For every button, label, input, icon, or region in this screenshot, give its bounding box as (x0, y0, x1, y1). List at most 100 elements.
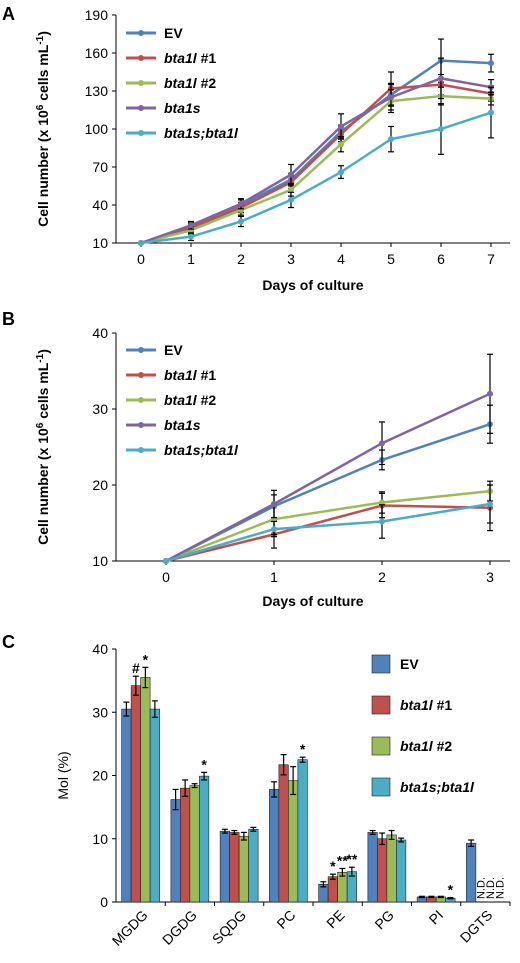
legend-label-suffix: #1 (433, 697, 453, 713)
data-point (238, 200, 244, 207)
bar (327, 876, 338, 903)
y-tick-label: 40 (92, 641, 108, 657)
legend-label-suffix: #2 (433, 738, 453, 754)
x-tick-label: 7 (487, 251, 495, 267)
series-bta1l_2 (163, 480, 493, 564)
data-point (271, 501, 277, 507)
bar (238, 835, 249, 903)
y-tick-label: 40 (92, 197, 108, 213)
y-axis-title-part: ) (35, 31, 51, 36)
x-tick-label: 3 (486, 569, 494, 585)
bar (130, 685, 141, 903)
legend-marker (138, 422, 144, 428)
bar (288, 780, 299, 903)
x-tick-label: DGDG (159, 907, 200, 948)
x-tick-label-group: PI (426, 907, 447, 928)
legend-label-main: EV (164, 25, 183, 41)
y-axis-title-part: Cell number (x 10 (35, 110, 51, 227)
significance-marker: * (330, 858, 336, 874)
bar (189, 785, 200, 903)
y-tick-label: 0 (100, 894, 108, 910)
y-tick-label: 20 (92, 477, 108, 493)
legend-marker (138, 130, 144, 136)
bar (337, 871, 348, 903)
data-point (388, 94, 394, 101)
y-axis-title-text: Cell number (x 106 cells mL-1) (35, 31, 52, 227)
x-tick-label: 2 (378, 569, 386, 585)
y-tick-label: 70 (92, 159, 108, 175)
legend-label-bta1s: bta1s (164, 100, 201, 116)
legend-label-main: EV (164, 342, 183, 358)
series-line (165, 502, 491, 563)
data-point (238, 218, 244, 225)
legend-label-bta1l_1: bta1l #1 (164, 50, 216, 66)
legend-label-main: bta1l (400, 697, 434, 713)
panel-letter: A (2, 4, 15, 24)
series-bta1s_bta1l (149, 700, 456, 903)
bar (278, 764, 289, 903)
legend-swatch (371, 654, 391, 674)
legend-label-main: bta1s (164, 100, 201, 116)
legend: EV bta1l #1 bta1l #2 bta1s bta1s;bta1l (126, 25, 239, 141)
x-tick-label: 6 (437, 251, 445, 267)
legend-label-EV: EV (400, 656, 419, 672)
x-tick-label: DGTS (457, 907, 496, 946)
data-point (379, 518, 385, 525)
legend-swatch (371, 736, 391, 756)
x-tick-label-group: PG (371, 907, 397, 933)
significance-marker: ** (346, 851, 357, 867)
series-bta1s_bta1l (163, 484, 493, 564)
x-tick-label-group: MGDG (109, 907, 151, 949)
legend-marker (138, 447, 144, 453)
y-tick-label: 30 (92, 704, 108, 720)
bar (297, 759, 308, 903)
series-bta1l_1 (130, 675, 437, 903)
x-tick-label: 0 (137, 251, 145, 267)
legend-label-bta1l_2: bta1l #2 (400, 738, 452, 754)
significance-marker: * (448, 882, 454, 898)
data-point (188, 233, 194, 240)
y-axis-title-part: -1 (35, 35, 46, 44)
data-point (188, 222, 194, 229)
y-tick-label: 20 (92, 768, 108, 784)
data-point (288, 171, 294, 178)
nd-label: N.D. (485, 877, 497, 899)
legend-label-bta1l_2: bta1l #2 (164, 75, 216, 91)
bar (180, 787, 191, 903)
legend-label-main: bta1s;bta1l (164, 125, 239, 141)
data-point (138, 240, 144, 246)
y-axis-title-part: 6 (35, 422, 46, 428)
panel-letter: C (2, 632, 15, 652)
bar (199, 775, 210, 903)
series-line (140, 83, 492, 245)
panel-a-line-chart: A 10 40 70 100 130 160 190 0 1 2 3 4 5 6 7 Days of cultu… (2, 4, 510, 293)
x-tick-label: 4 (337, 251, 345, 267)
panel-letter: B (2, 309, 15, 329)
nd-label-group: N.D. (495, 877, 507, 899)
data-point (271, 526, 277, 533)
x-tick-label-group: SQDG (209, 907, 249, 947)
legend-label-EV: EV (164, 342, 183, 358)
x-tick-label-group: DGDG (159, 907, 200, 948)
x-tick-label: 1 (270, 569, 278, 585)
y-axis-title: Mol (%) (55, 751, 71, 799)
y-axis-title: Cell number (x 106 cells mL-1) (35, 349, 52, 545)
legend-label-bta1l_1: bta1l #1 (164, 367, 216, 383)
series-line (165, 504, 491, 563)
x-tick-label: PG (371, 907, 397, 933)
legend-label-bta1s_bta1l: bta1s;bta1l (400, 779, 475, 795)
data-point (288, 196, 294, 203)
y-tick-label: 10 (92, 831, 108, 847)
nd-label-group: N.D. (476, 877, 488, 899)
y-axis-title-part: Cell number (x 10 (35, 428, 51, 545)
significance-marker: * (300, 741, 306, 757)
legend-label-bta1s_bta1l: bta1s;bta1l (164, 125, 239, 141)
data-point (379, 499, 385, 506)
x-tick-label: 1 (187, 251, 195, 267)
series-bta1s_bta1l (138, 86, 494, 246)
data-point (163, 558, 169, 564)
significance-marker: # (132, 660, 140, 676)
x-tick-label: 3 (287, 251, 295, 267)
legend-label-main: bta1l (164, 75, 198, 91)
